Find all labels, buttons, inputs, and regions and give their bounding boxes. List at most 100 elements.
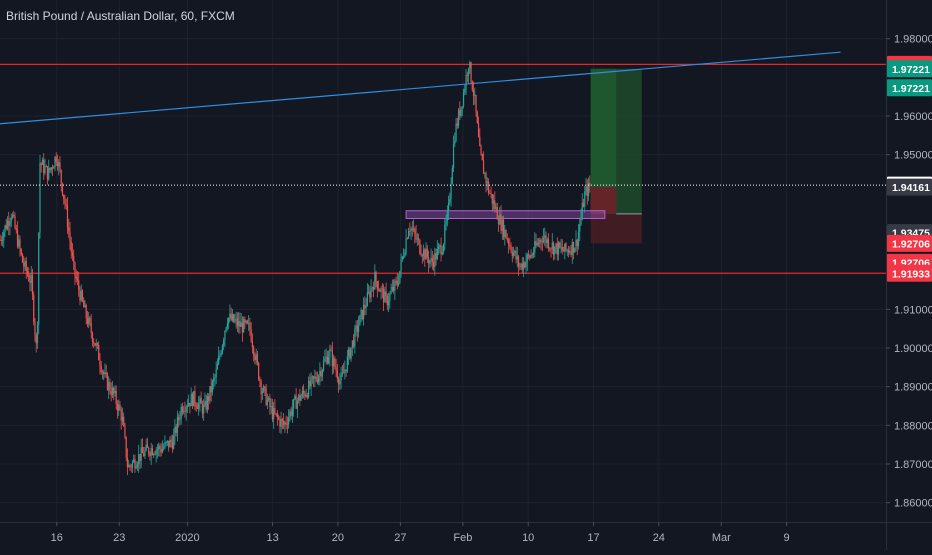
- candle-body: [178, 417, 180, 420]
- candle-body: [399, 270, 401, 283]
- candle-body: [397, 282, 400, 285]
- candle-body: [106, 374, 109, 390]
- candle-body: [221, 345, 224, 354]
- candle-body: [38, 232, 40, 325]
- candle-body: [411, 228, 413, 230]
- price-tag[interactable]: 1.91933: [887, 264, 932, 282]
- candle-body: [259, 379, 261, 382]
- trendline[interactable]: [0, 51, 841, 125]
- candle-body: [479, 136, 481, 147]
- candle-body: [46, 166, 49, 180]
- candle-body: [164, 442, 166, 448]
- candle-body: [63, 194, 65, 199]
- candle-body: [495, 207, 497, 209]
- candle-body: [4, 225, 6, 233]
- candle-body: [435, 252, 437, 260]
- candle-body: [190, 393, 192, 407]
- candle-body: [269, 397, 271, 408]
- candle-body: [270, 406, 272, 408]
- candle-body: [333, 358, 335, 367]
- candle-body: [266, 400, 268, 405]
- price-tag[interactable]: 1.94161: [887, 178, 932, 196]
- candle-body: [113, 387, 115, 394]
- candle-body: [421, 255, 423, 257]
- candle-body: [248, 322, 250, 324]
- candle-body: [451, 167, 453, 184]
- candle-body: [372, 287, 375, 290]
- candle-body: [64, 198, 66, 204]
- candle-body: [139, 454, 141, 461]
- candle-body: [260, 381, 262, 394]
- candle-body: [89, 317, 91, 323]
- candle-body: [308, 380, 310, 397]
- candle-body: [145, 444, 147, 451]
- price-tag-box: [887, 234, 932, 252]
- candle-body: [566, 250, 568, 251]
- candle-body: [424, 249, 426, 260]
- candle-body: [353, 340, 355, 347]
- candle-body: [170, 439, 172, 443]
- candle-body: [330, 349, 332, 351]
- drawing-lines[interactable]: [0, 51, 886, 274]
- candle-body: [584, 191, 586, 207]
- candle-body: [325, 356, 327, 359]
- candle-body: [19, 239, 21, 250]
- candle-body: [346, 356, 348, 372]
- price-tag[interactable]: 1.92706: [887, 234, 932, 252]
- candle-body: [299, 394, 301, 401]
- candle-body: [236, 318, 239, 327]
- candle-body: [5, 225, 7, 229]
- candle-body: [305, 394, 307, 397]
- candle-body: [251, 341, 253, 348]
- price-tag-box: [887, 79, 932, 97]
- candle-body: [375, 272, 377, 282]
- candle-body: [512, 252, 515, 256]
- candle-body: [587, 182, 590, 197]
- candle-body: [84, 305, 86, 308]
- candle-body: [580, 216, 582, 225]
- candle-body: [193, 391, 195, 407]
- drawing-zones[interactable]: [405, 68, 642, 244]
- candle-body: [280, 419, 282, 427]
- candle-body: [138, 454, 140, 465]
- price-tag-box: [887, 178, 932, 196]
- candle-body: [8, 220, 10, 226]
- candle-body: [90, 322, 92, 333]
- candle-body: [109, 382, 111, 392]
- candle-body: [131, 462, 134, 468]
- candle-body: [28, 274, 30, 281]
- time-tick-label: 17: [587, 532, 599, 544]
- time-tick-label: Mar: [712, 532, 731, 544]
- candle-body: [474, 94, 476, 96]
- candle-body: [441, 251, 443, 255]
- candle-body: [449, 198, 451, 203]
- candle-body: [65, 203, 67, 206]
- price-tick-label: 1.89000: [894, 382, 932, 394]
- candle-body: [395, 280, 397, 282]
- candle-body: [44, 167, 46, 174]
- candle-body: [527, 254, 530, 256]
- support-zone-box[interactable]: [405, 210, 606, 219]
- candle-body: [13, 215, 15, 216]
- candle-body: [505, 229, 507, 239]
- candle-body: [400, 259, 402, 271]
- price-tag[interactable]: 1.97221: [887, 60, 932, 78]
- candle-body: [58, 162, 60, 167]
- candle-body: [129, 465, 131, 467]
- candle-body: [545, 235, 547, 244]
- candle-body: [394, 280, 396, 291]
- candle-body: [168, 440, 170, 448]
- candle-body: [201, 403, 204, 414]
- candle-body: [379, 290, 381, 292]
- candle-body: [74, 262, 76, 276]
- candle-body: [510, 245, 512, 252]
- candle-body: [364, 304, 366, 308]
- candle-body: [529, 255, 531, 258]
- candle-body: [261, 391, 263, 394]
- price-tag[interactable]: 1.97221: [887, 79, 932, 97]
- candle-body: [80, 290, 82, 301]
- candle-body: [534, 241, 536, 253]
